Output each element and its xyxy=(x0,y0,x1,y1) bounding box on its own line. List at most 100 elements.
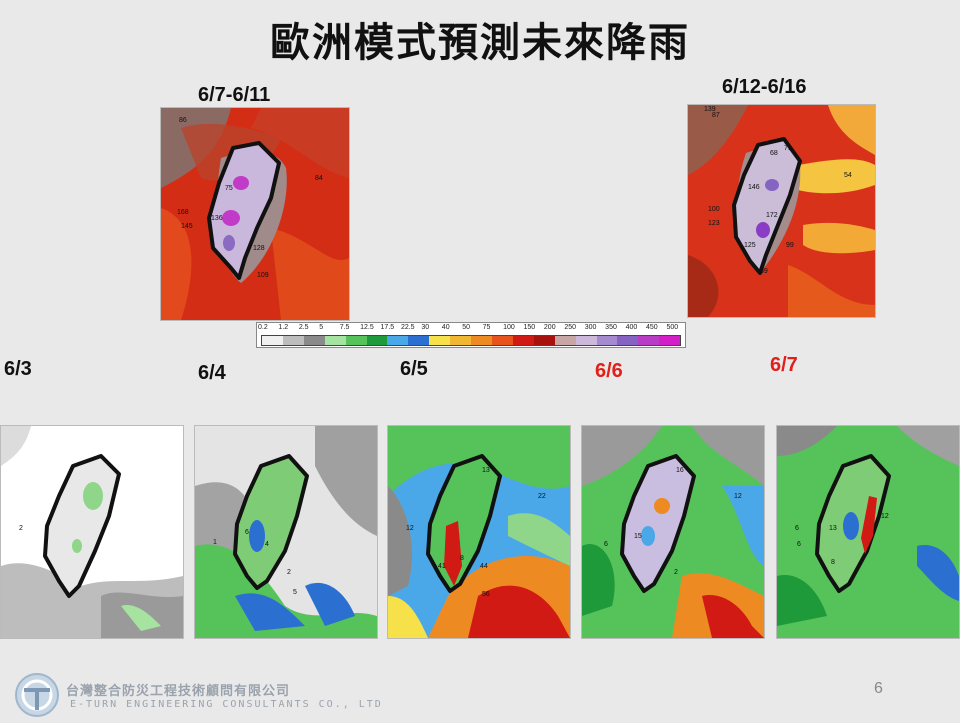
daily-label-6-5: 6/5 xyxy=(400,358,428,380)
daily-rainfall-map-6-5: 13 22 12 41 44 56 8 xyxy=(387,425,571,639)
legend-tick-label: 250 xyxy=(564,324,577,331)
map-number: 56 xyxy=(482,591,490,598)
legend-color-swatch xyxy=(387,336,409,345)
map-number: 41 xyxy=(438,563,446,570)
map-number: 6 xyxy=(245,529,249,536)
daily-label-6-6: 6/6 xyxy=(595,360,623,382)
legend-tick-label: 50 xyxy=(462,324,471,331)
map-number: 68 xyxy=(770,150,778,157)
legend-color-swatch xyxy=(408,336,430,345)
daily-label-6-7: 6/7 xyxy=(770,354,798,376)
legend-color-swatch xyxy=(491,336,513,345)
legend-tick-label: 200 xyxy=(543,324,556,331)
legend-tick-label: 7.5 xyxy=(339,324,350,331)
legend-color-swatch xyxy=(345,336,367,345)
legend-color-swatch xyxy=(366,336,388,345)
map-number: 2 xyxy=(19,525,23,532)
map-number: 146 xyxy=(748,184,760,191)
map-number: 100 xyxy=(708,206,720,213)
map-number: 172 xyxy=(766,212,778,219)
period-label-2: 6/12-6/16 xyxy=(722,76,807,98)
map-number: 69 xyxy=(760,268,768,275)
map-number: 8 xyxy=(460,555,464,562)
legend-color-swatch xyxy=(512,336,534,345)
map-number: 99 xyxy=(786,242,794,249)
legend-tick-label: 450 xyxy=(646,324,658,331)
daily-rainfall-map-6-7: 13 6 8 12 6 xyxy=(776,425,960,639)
legend-tick-label: 75 xyxy=(482,324,491,331)
map-number: 1 xyxy=(213,539,217,546)
map-number: 12 xyxy=(734,493,742,500)
map-number: 12 xyxy=(881,513,889,520)
legend-color-swatch xyxy=(471,336,492,345)
legend-color-bar xyxy=(261,335,681,346)
map-number: 44 xyxy=(480,563,488,570)
legend-color-swatch xyxy=(575,336,597,345)
legend-tick-label: 0.2 xyxy=(258,324,268,331)
legend-tick-label: 500 xyxy=(666,324,679,331)
page-number: 6 xyxy=(874,680,883,697)
legend-tick-label: 150 xyxy=(523,324,536,331)
legend-ticks: 0.2 1.2 2.5 5 7.5 12.5 17.5 22.5 30 40 50 75 100 150 2… xyxy=(258,324,681,334)
company-logo xyxy=(14,672,60,718)
legend-color-swatch xyxy=(554,336,576,345)
map-number: 136 xyxy=(211,215,223,222)
legend-tick-label: 300 xyxy=(584,324,597,331)
map-number: 139 xyxy=(704,106,716,113)
map-number: 123 xyxy=(708,220,720,227)
map-number: 5 xyxy=(293,589,297,596)
map-number: 6 xyxy=(604,541,608,548)
map-number: 16 xyxy=(676,467,684,474)
legend-color-swatch xyxy=(638,336,660,345)
map-number: 125 xyxy=(744,242,756,249)
company-name-chinese: 台灣整合防災工程技術顧問有限公司 xyxy=(66,684,291,699)
map-number: 86 xyxy=(179,117,187,124)
map-number: 15 xyxy=(634,533,642,540)
rainfall-map-6-12-6-16: 139 87 71 68 146 100 123 172 125 99 54 6… xyxy=(687,104,876,318)
legend-tick-label: 22.5 xyxy=(400,324,415,331)
map-number: 145 xyxy=(181,223,193,230)
map-number: 12 xyxy=(406,525,414,532)
daily-label-6-3: 6/3 xyxy=(4,358,32,380)
map-number: 54 xyxy=(844,172,852,179)
company-name-english: E-TURN ENGINEERING CONSULTANTS CO., LTD xyxy=(70,699,383,710)
legend-tick-label: 40 xyxy=(441,324,450,331)
map-number: 6 xyxy=(795,525,799,532)
legend-color-swatch xyxy=(533,336,555,345)
daily-rainfall-map-6-3: 2 xyxy=(0,425,184,639)
map-number: 71 xyxy=(784,145,792,152)
legend-tick-label: 17.5 xyxy=(380,324,395,331)
legend-tick-label: 400 xyxy=(625,324,638,331)
map-number: 168 xyxy=(177,209,189,216)
map-number: 109 xyxy=(257,272,269,279)
map-number: 75 xyxy=(225,185,233,192)
map-number: 13 xyxy=(829,525,837,532)
legend-color-swatch xyxy=(596,336,618,345)
legend-tick-label: 1.2 xyxy=(278,324,289,331)
map-number: 84 xyxy=(315,175,323,182)
daily-rainfall-map-6-6: 16 15 12 6 2 xyxy=(581,425,765,639)
legend-tick-label: 100 xyxy=(503,324,515,331)
legend-tick-label: 350 xyxy=(605,324,617,331)
map-number: 8 xyxy=(831,559,835,566)
legend-tick-label: 12.5 xyxy=(360,324,374,331)
map-number: 22 xyxy=(538,493,546,500)
daily-rainfall-map-6-4: 1 6 4 2 5 xyxy=(194,425,378,639)
map-number: 87 xyxy=(712,112,720,119)
map-number: 2 xyxy=(287,569,291,576)
legend-color-swatch xyxy=(659,336,681,345)
legend-color-swatch xyxy=(450,336,472,345)
legend-color-swatch xyxy=(262,336,283,345)
rainfall-color-legend: 0.2 1.2 2.5 5 7.5 12.5 17.5 22.5 30 40 50 75 100 150 2… xyxy=(256,322,686,348)
daily-label-6-4: 6/4 xyxy=(198,362,226,384)
rainfall-map-6-7-6-11: 86 84 75 168 145 136 128 109 xyxy=(160,107,350,321)
legend-color-swatch xyxy=(429,336,451,345)
map-number: 13 xyxy=(482,467,490,474)
map-number: 128 xyxy=(253,245,265,252)
legend-tick-label: 2.5 xyxy=(298,324,309,331)
legend-tick-label: 30 xyxy=(421,324,430,331)
legend-color-swatch xyxy=(282,336,304,345)
map-number: 4 xyxy=(265,541,269,548)
legend-color-swatch xyxy=(617,336,639,345)
slide-title: 歐洲模式預測未來降雨 xyxy=(270,20,690,66)
